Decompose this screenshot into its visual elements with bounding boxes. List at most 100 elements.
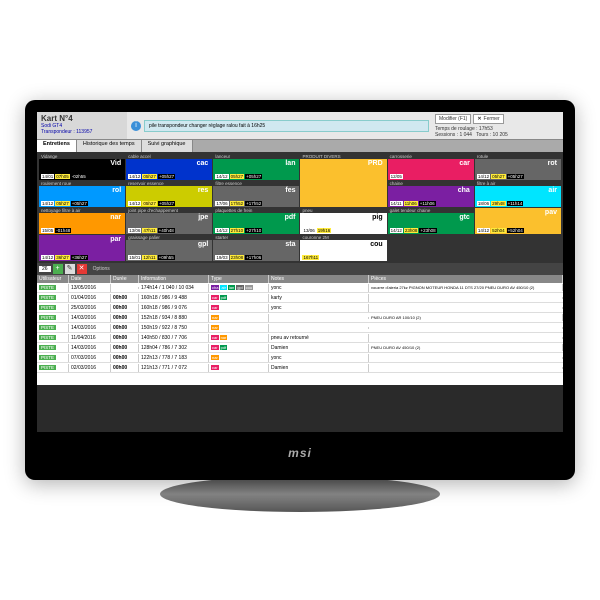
cell-body: gtc14/1223h08+23h08 xyxy=(388,213,474,234)
tab-2[interactable]: Suivi graphique xyxy=(142,140,193,152)
table-row[interactable]: PISTE02/03/201600h00121h13 / 771 / 7 072… xyxy=(37,363,563,373)
grid-cell-pdf[interactable]: plaquettes de freinpdf14/1227h10+27h10 xyxy=(213,208,299,234)
cell-values: 14/1205h27+05h27 xyxy=(477,174,559,179)
cell-body: pdf14/1227h10+27h10 xyxy=(213,213,299,234)
cell: Damien xyxy=(269,344,369,352)
monitor-frame: Kart N°4 Sodi GT4 Transpondeur : 113957 … xyxy=(25,100,575,480)
cell-code: cha xyxy=(390,187,472,194)
grid-cell-sta[interactable]: startersta19/0323h08+17h06 xyxy=(213,235,299,261)
cell: 128h04 / 786 / 7 302 xyxy=(139,344,209,352)
table-row[interactable]: PISTE11/04/201600h00140h50 / 830 / 7 706… xyxy=(37,333,563,343)
cell-body: jpe13/0647h11+40h48 xyxy=(126,213,212,234)
grid-cell-PRD[interactable]: PRODUIT DIVERSPRD xyxy=(300,154,386,207)
tab-1[interactable]: Historique des temps xyxy=(77,140,142,152)
table-row[interactable]: PISTE25/03/201600h00160h18 / 986 / 9 076… xyxy=(37,303,563,313)
cell: 11/04/2016 xyxy=(69,334,111,342)
grid-cell-par[interactable]: par14/1236h27+36h27 xyxy=(39,235,125,261)
cell-values: 14/1205h27+05h27 xyxy=(215,174,297,179)
cell xyxy=(269,317,369,319)
cell-code: pig xyxy=(302,214,384,221)
cell: 152h18 / 934 / 8 880 xyxy=(139,314,209,322)
grid-cell-lan[interactable]: lanceurlan14/1205h27+05h27 xyxy=(213,154,299,180)
col-header[interactable]: Date xyxy=(69,275,111,283)
cell: PISTE xyxy=(37,364,69,372)
table-row[interactable]: PISTE01/04/201600h00160h18 / 986 / 9 488… xyxy=(37,293,563,303)
cell-values: 15/05-01h48 xyxy=(41,228,123,233)
grid-cell-gtc[interactable]: galet tendeur chainegtc14/1223h08+23h08 xyxy=(388,208,474,234)
cell-body: Vid14/0107h05-02h55 xyxy=(39,159,125,180)
cell: vouzrre d'aleria 27kz PIGNON MOTEUR HOND… xyxy=(369,284,563,291)
table-row[interactable]: PISTE14/03/201600h00152h18 / 934 / 8 880… xyxy=(37,313,563,323)
cell: nar xyxy=(209,324,269,332)
cell xyxy=(369,367,563,369)
table-row[interactable]: PISTE14/03/201600h00150h19 / 922 / 8 750… xyxy=(37,323,563,333)
table-row[interactable]: PISTE13/05/2016174h14 / 1 040 / 10 034ch… xyxy=(37,283,563,293)
cell: 00h00 xyxy=(111,294,139,302)
header-right: Modifier (F1) ✕Fermer Temps de roulage :… xyxy=(433,112,563,139)
cell: 140h50 / 830 / 7 706 xyxy=(139,334,209,342)
cell xyxy=(369,337,563,339)
cell-code: lan xyxy=(215,160,297,167)
grid-cell-fes[interactable]: filtre essencefes17/0617h52+17h52 xyxy=(213,181,299,207)
grid-cell-cac[interactable]: cable accelcac14/1205h27+05h27 xyxy=(126,154,212,180)
cell: car xyxy=(209,364,269,372)
cell: 00h00 xyxy=(111,324,139,332)
modifier-button[interactable]: Modifier (F1) xyxy=(435,114,471,124)
cell: 00h00 xyxy=(111,304,139,312)
info-message: pile transpondeur changer réglage ralou … xyxy=(144,120,429,132)
info-icon: i xyxy=(131,121,141,131)
grid-cell-cha[interactable]: chainecha14/1111h06+11h06 xyxy=(388,181,474,207)
cell-body: pig 13/0619h16 xyxy=(300,213,386,234)
cell: 174h14 / 1 040 / 10 034 xyxy=(139,284,209,292)
grid-cell-cou[interactable]: couronne 2Mcou167h11 xyxy=(300,235,386,261)
cell xyxy=(369,297,563,299)
cell-body: pav14/1252h04+52h04 xyxy=(475,208,561,234)
grid-cell-pig[interactable]: pneupig13/0619h16 xyxy=(300,208,386,234)
cell-values: 14/0107h05-02h55 xyxy=(41,174,123,179)
col-header[interactable]: Utilisateur xyxy=(37,275,69,283)
grid-cell-nar[interactable]: nettoyage filtre à airnar15/05-01h48 xyxy=(39,208,125,234)
add-button[interactable]: + xyxy=(53,264,63,274)
col-header[interactable]: Information xyxy=(139,275,209,283)
cell-body: nar15/05-01h48 xyxy=(39,213,125,234)
grid-cell-air[interactable]: filtre à airair18/0629h48+11h14 xyxy=(475,181,561,207)
cell: 25/03/2016 xyxy=(69,304,111,312)
options-label[interactable]: Options xyxy=(93,266,110,272)
cell: chaairlangplcou xyxy=(209,284,269,292)
table-row[interactable]: PISTE07/03/201600h00122h13 / 778 / 7 183… xyxy=(37,353,563,363)
grid-cell-gpl[interactable]: graissage paliergpl15/0112h11+09h55 xyxy=(126,235,212,261)
table-body: PISTE13/05/2016174h14 / 1 040 / 10 034ch… xyxy=(37,283,563,373)
edit-button[interactable]: ✎ xyxy=(65,264,75,274)
grid-cell-res[interactable]: reservoir essenceres14/1205h27+05h27 xyxy=(126,181,212,207)
grid-cell-Vid[interactable]: VidangeVid14/0107h05-02h55 xyxy=(39,154,125,180)
cell-values: 13/0647h11+40h48 xyxy=(128,228,210,233)
cell: PISTE xyxy=(37,334,69,342)
cell xyxy=(369,357,563,359)
col-header[interactable]: Pièces xyxy=(369,275,563,283)
cell: car xyxy=(209,304,269,312)
cell: 14/03/2016 xyxy=(69,344,111,352)
cell: 14/03/2016 xyxy=(69,314,111,322)
col-header[interactable]: Type xyxy=(209,275,269,283)
fermer-button[interactable]: ✕Fermer xyxy=(473,114,503,124)
cell: nar xyxy=(209,354,269,362)
cell-values: 13/0619h16 xyxy=(302,228,384,233)
cell-body: rot14/1205h27+05h27 xyxy=(475,159,561,180)
cell-body: air18/0629h48+11h14 xyxy=(475,186,561,207)
tab-0[interactable]: Entretiens xyxy=(37,140,77,152)
cell-values: 14/1111h06+11h06 xyxy=(390,201,472,206)
delete-button[interactable]: ✕ xyxy=(77,264,87,274)
grid-cell-car[interactable]: carrosseriecar12/05 xyxy=(388,154,474,180)
cell-code: car xyxy=(390,160,472,167)
grid-cell-pav[interactable]: pav14/1252h04+52h04 xyxy=(475,208,561,234)
grid-cell-rot[interactable]: rotulerot14/1205h27+05h27 xyxy=(475,154,561,180)
col-header[interactable]: Durée xyxy=(111,275,139,283)
cell-body: sta19/0323h08+17h06 xyxy=(213,240,299,261)
table-row[interactable]: PISTE14/03/201600h00128h04 / 786 / 7 302… xyxy=(37,343,563,353)
grid-cell-jpe[interactable]: joint pipe d'echappementjpe13/0647h11+40… xyxy=(126,208,212,234)
app-screen: Kart N°4 Sodi GT4 Transpondeur : 113957 … xyxy=(37,112,563,432)
grid-cell-rol[interactable]: roulement rouerol14/1205h27+05h27 xyxy=(39,181,125,207)
col-header[interactable]: Notes xyxy=(269,275,369,283)
cell: PNEU DURO AV 450/10 (2) xyxy=(369,344,563,351)
cell: nar xyxy=(209,314,269,322)
